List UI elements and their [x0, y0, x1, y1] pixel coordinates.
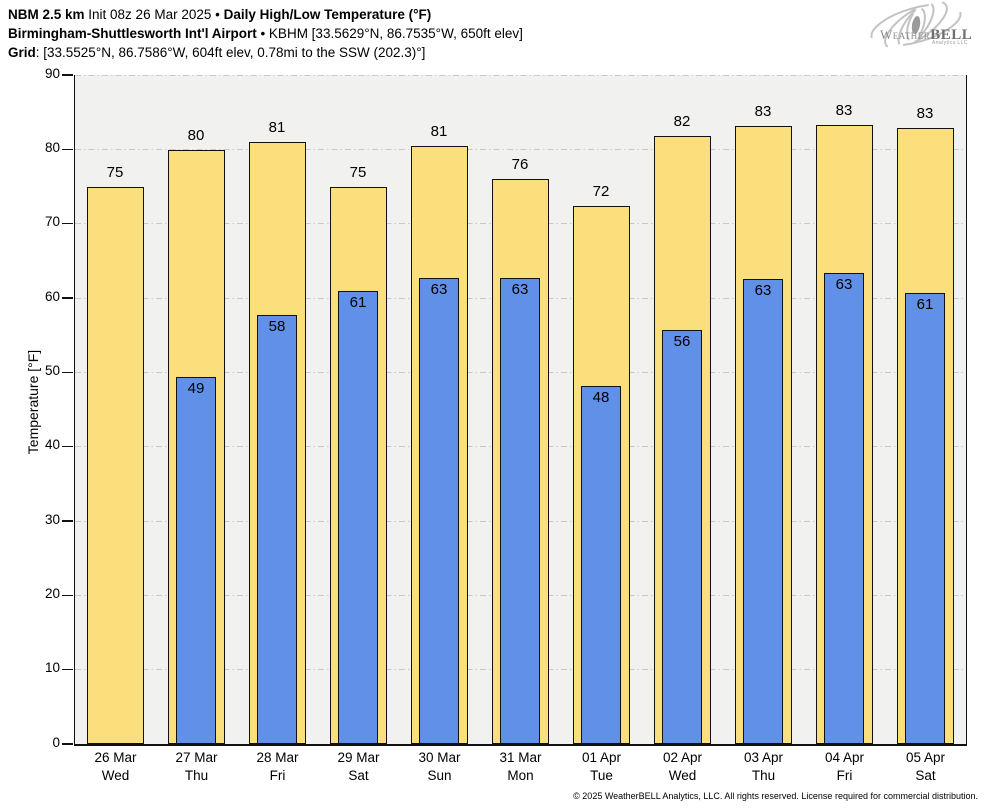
y-tick-label-70: 70: [44, 214, 60, 230]
hurricane-swirl-icon: [870, 0, 962, 50]
y-tick-mark-70: [62, 222, 73, 225]
y-tick-mark-50: [62, 371, 73, 374]
x-tick-date-2: 28 Mar: [256, 750, 299, 765]
high-value-label: 81: [268, 118, 286, 136]
x-tick-date-5: 31 Mar: [499, 750, 542, 765]
high-value-label: 83: [835, 101, 853, 119]
high-value-label: 76: [511, 156, 529, 174]
x-tick-date-1: 27 Mar: [175, 750, 218, 765]
low-bar-27-mar: [176, 376, 216, 744]
title-line-2: Birmingham-Shuttlesworth Int'l Airport •…: [8, 24, 523, 43]
x-tick-date-7: 02 Apr: [662, 750, 703, 765]
x-tick-day-9: Fri: [836, 768, 853, 783]
grid-line-90: [74, 74, 966, 76]
low-value-label: 56: [673, 332, 691, 350]
high-bar-26-mar: [86, 186, 144, 744]
y-tick-label-10: 10: [44, 660, 60, 676]
parameter-name: Daily High/Low Temperature (°F): [223, 7, 432, 22]
x-tick-date-8: 03 Apr: [743, 750, 784, 765]
logo-text-analytics: Analytics LLC: [932, 40, 968, 46]
x-tick-day-1: Thu: [184, 768, 209, 783]
x-tick-day-0: Wed: [101, 768, 130, 783]
x-tick-date-10: 05 Apr: [905, 750, 946, 765]
high-value-label: 82: [673, 112, 691, 130]
low-bar-02-apr: [662, 329, 702, 744]
chart-title-block: NBM 2.5 km Init 08z 26 Mar 2025 • Daily …: [8, 5, 523, 62]
title-line-3: Grid: [33.5525°N, 86.7586°W, 604ft elev,…: [8, 43, 523, 62]
high-value-label: 72: [592, 182, 610, 200]
x-tick-day-10: Sat: [915, 768, 936, 783]
y-tick-mark-10: [62, 668, 73, 671]
y-tick-mark-80: [62, 148, 73, 151]
station-coords: • KBHM [33.5629°N, 86.7535°W, 650ft elev…: [256, 26, 523, 41]
title-line-1: NBM 2.5 km Init 08z 26 Mar 2025 • Daily …: [8, 5, 523, 24]
high-value-label: 83: [754, 103, 772, 121]
model-name: NBM 2.5 km: [8, 7, 85, 22]
low-value-label: 61: [349, 293, 367, 311]
plot-area: 75 80 49 81 58 75 61 81 63 76 63 72 48 82 56 83 63 83 63 83…: [73, 74, 967, 746]
x-tick-day-3: Sat: [348, 768, 369, 783]
low-value-label: 63: [835, 275, 853, 293]
y-tick-label-50: 50: [44, 362, 60, 378]
y-tick-mark-40: [62, 445, 73, 448]
x-tick-date-4: 30 Mar: [418, 750, 461, 765]
high-value-label: 81: [430, 122, 448, 140]
logo-text-bell: BELL: [930, 27, 973, 43]
y-tick-mark-0: [62, 743, 73, 745]
x-tick-day-2: Fri: [269, 768, 286, 783]
low-bar-30-mar: [419, 277, 459, 744]
high-value-label: 75: [349, 164, 367, 182]
low-value-label: 63: [430, 280, 448, 298]
y-tick-mark-20: [62, 594, 73, 597]
low-bar-31-mar: [500, 277, 540, 744]
y-tick-label-20: 20: [44, 585, 60, 601]
grid-label: Grid: [8, 45, 36, 60]
x-tick-day-6: Tue: [590, 768, 613, 783]
station-name: Birmingham-Shuttlesworth Int'l Airport: [8, 26, 257, 41]
init-time: Init 08z 26 Mar 2025 •: [84, 7, 224, 22]
x-tick-date-0: 26 Mar: [94, 750, 137, 765]
low-bar-29-mar: [338, 290, 378, 744]
low-bar-04-apr: [824, 272, 864, 744]
high-value-label: 75: [106, 163, 124, 181]
y-tick-label-60: 60: [44, 288, 60, 304]
x-tick-date-6: 01 Apr: [581, 750, 622, 765]
y-tick-mark-60: [62, 297, 73, 299]
grid-line-80: [74, 148, 966, 150]
x-tick-date-9: 04 Apr: [824, 750, 865, 765]
low-value-label: 63: [754, 281, 772, 299]
y-tick-label-0: 0: [52, 734, 60, 750]
high-value-label: 83: [916, 104, 934, 122]
x-tick-day-7: Wed: [668, 768, 697, 783]
x-tick-date-3: 29 Mar: [337, 750, 380, 765]
y-tick-mark-30: [62, 520, 73, 522]
x-tick-day-8: Thu: [751, 768, 776, 783]
x-tick-day-4: Sun: [427, 768, 452, 783]
y-tick-label-40: 40: [44, 437, 60, 453]
copyright-notice: © 2025 WeatherBELL Analytics, LLC. All r…: [573, 791, 978, 801]
weatherbell-logo: WeatherBELL Analytics LLC: [864, 0, 982, 52]
logo-text-weather: Weather: [880, 27, 931, 42]
y-tick-label-30: 30: [44, 511, 60, 527]
low-bar-01-apr: [581, 385, 621, 744]
low-value-label: 49: [187, 379, 205, 397]
y-tick-label-90: 90: [44, 65, 60, 81]
low-value-label: 61: [916, 295, 934, 313]
y-tick-mark-90: [62, 74, 73, 76]
x-tick-day-5: Mon: [507, 768, 534, 783]
high-value-label: 80: [187, 127, 205, 145]
low-bar-03-apr: [743, 278, 783, 744]
low-value-label: 48: [592, 388, 610, 406]
logo-wordmark: WeatherBELL: [880, 26, 972, 44]
low-value-label: 58: [268, 318, 286, 336]
low-value-label: 63: [511, 280, 529, 298]
grid-coords: : [33.5525°N, 86.7586°W, 604ft elev, 0.7…: [35, 45, 426, 60]
y-tick-label-80: 80: [44, 139, 60, 155]
low-bar-28-mar: [257, 315, 297, 744]
low-bar-05-apr: [905, 292, 945, 744]
